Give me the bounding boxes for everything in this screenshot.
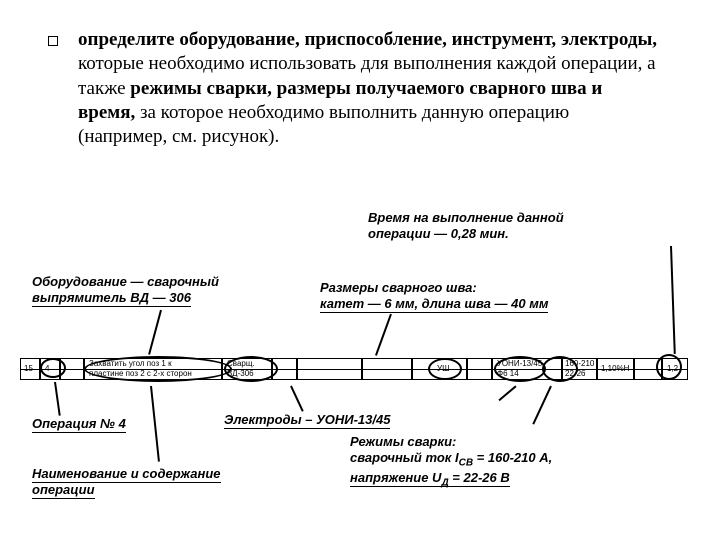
label-operation-name: Наименование и содержание операции bbox=[32, 466, 221, 499]
circle-equipment bbox=[224, 356, 278, 382]
leader-op-number bbox=[54, 382, 60, 416]
leader-weld bbox=[375, 314, 391, 356]
label-modes: Режимы сварки: сварочный ток IСВ = 160-2… bbox=[350, 434, 552, 490]
body-paragraph: определите оборудование, приспособление,… bbox=[78, 28, 658, 150]
leader-equipment bbox=[148, 310, 161, 355]
circle-op-name bbox=[84, 356, 232, 382]
circle-electrodes bbox=[494, 356, 546, 382]
diagram-area: Время на выполнение данной операции — 0,… bbox=[20, 210, 700, 530]
leader-modes bbox=[532, 386, 551, 425]
label-equipment: Оборудование — сварочный выпрямитель ВД … bbox=[32, 274, 219, 307]
body-bold-1: определите оборудование, приспособление,… bbox=[78, 29, 657, 50]
circle-modes bbox=[542, 356, 578, 382]
body-plain-2: за которое необходимо выполнить данную о… bbox=[78, 102, 569, 147]
leader-time bbox=[670, 246, 675, 354]
label-time: Время на выполнение данной операции — 0,… bbox=[368, 210, 564, 243]
strip-cell-r3: 1,10%Н bbox=[601, 365, 629, 373]
circle-time bbox=[656, 354, 682, 380]
leader-op-name bbox=[150, 386, 159, 462]
label-operation-number: Операция № 4 bbox=[32, 416, 126, 432]
label-electrodes: Электроды – УОНИ-13/45 bbox=[224, 412, 390, 428]
leader-electrodes-1 bbox=[290, 386, 303, 412]
strip-cell-1: 15 bbox=[24, 365, 33, 373]
label-weld-size: Размеры сварного шва: катет — 6 мм, длин… bbox=[320, 280, 548, 313]
leader-electrodes-2 bbox=[498, 385, 516, 400]
circle-op-number bbox=[40, 358, 66, 378]
circle-weld-marker bbox=[428, 358, 462, 380]
